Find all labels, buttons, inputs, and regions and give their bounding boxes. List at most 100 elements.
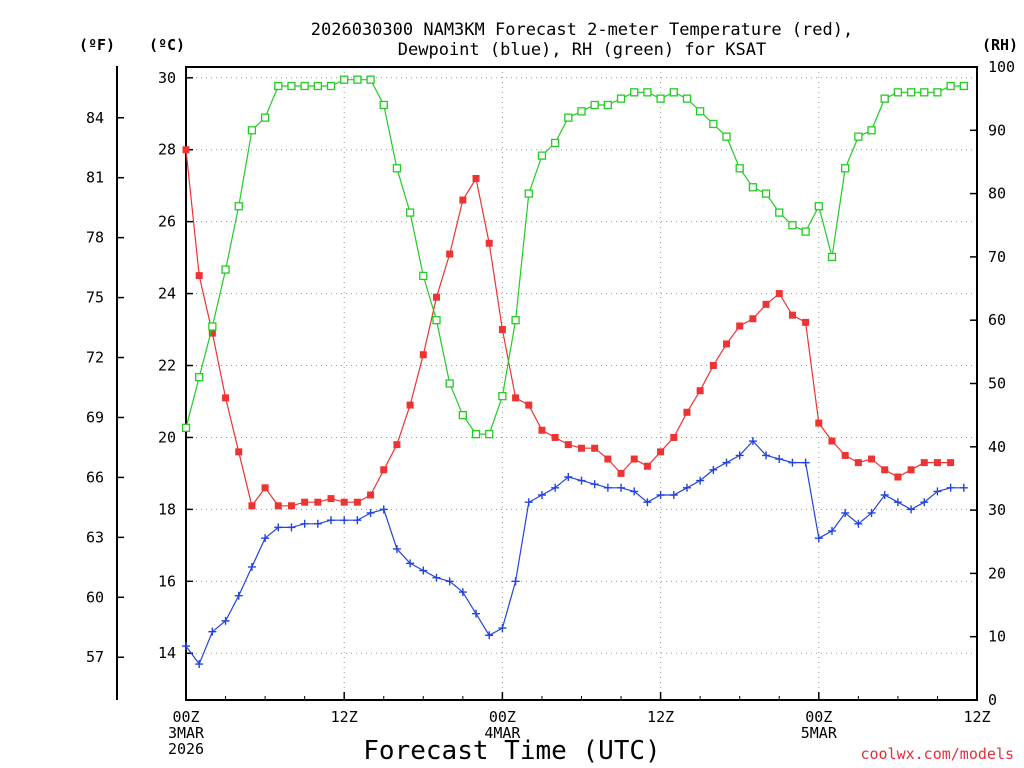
temperature-point [815, 419, 823, 427]
time-tick-label: 3MAR [168, 724, 205, 742]
dewpoint-point [920, 498, 929, 507]
rh-tick-label: 20 [988, 564, 1006, 582]
dewpoint-point [880, 490, 889, 499]
temperature-point [512, 394, 520, 402]
temperature-point [538, 426, 546, 434]
rh-point [893, 88, 903, 97]
temperature-point [301, 498, 309, 506]
temperature-point [235, 448, 243, 456]
rh-point [709, 119, 718, 129]
rh-point [669, 88, 678, 97]
rh-point [630, 88, 639, 97]
rh-point [748, 183, 758, 192]
rh-point [366, 75, 375, 84]
rh-tick-label: 90 [988, 121, 1006, 139]
celsius-tick-label: 18 [158, 500, 176, 518]
rh-point [906, 88, 916, 97]
fahrenheit-axis-unit: (ºF) [79, 36, 115, 54]
rh-point [195, 373, 204, 382]
dewpoint-point [893, 498, 902, 507]
data-series [181, 75, 968, 669]
fahrenheit-tick-label: 60 [86, 588, 104, 606]
celsius-tick-label: 16 [158, 572, 176, 590]
rh-tick-label: 40 [988, 438, 1006, 456]
fahrenheit-tick-label: 66 [86, 468, 104, 486]
rh-point [564, 113, 573, 122]
rh-point [432, 316, 441, 325]
temperature-point [933, 459, 941, 467]
rh-point [419, 271, 428, 281]
dewpoint-point [814, 534, 823, 543]
temperature-point [736, 322, 744, 330]
rh-point [854, 132, 863, 141]
celsius-tick-label: 28 [158, 141, 176, 159]
temperature-point [762, 300, 770, 308]
dewpoint-point [221, 616, 230, 625]
dewpoint-point [669, 490, 678, 499]
fahrenheit-tick-label: 84 [86, 109, 104, 127]
temperature-point [643, 462, 651, 470]
dewpoint-point [564, 473, 573, 482]
dewpoint-point [696, 476, 705, 485]
fahrenheit-tick-label: 57 [86, 648, 104, 666]
rh-point [550, 138, 560, 148]
rh-point [498, 392, 507, 401]
dewpoint-point [762, 451, 771, 460]
dewpoint-point [709, 465, 718, 474]
fahrenheit-tick-label: 78 [86, 229, 104, 247]
dewpoint-point [577, 476, 586, 485]
dewpoint-point [590, 480, 599, 489]
celsius-tick-label: 20 [158, 428, 176, 446]
temperature-point [327, 495, 335, 503]
fahrenheit-tick-label: 69 [86, 408, 104, 426]
time-tick-label: 00Z [489, 708, 516, 726]
rh-point [933, 88, 942, 97]
dewpoint-point [854, 519, 863, 528]
rh-point [775, 208, 784, 217]
temperature-point [551, 433, 559, 441]
rh-point [353, 75, 362, 84]
rh-point [471, 429, 481, 439]
rh-point [300, 81, 309, 91]
temperature-line [185, 149, 951, 508]
rh-point [577, 107, 586, 116]
rh-tick-label: 50 [988, 375, 1006, 393]
dewpoint-point [274, 523, 283, 532]
dewpoint-point [379, 505, 388, 514]
temperature-point [446, 250, 454, 258]
rh-point [234, 202, 243, 211]
rh-point [880, 94, 889, 103]
rh-tick-label: 0 [988, 691, 997, 709]
temperature-point [182, 146, 190, 154]
fahrenheit-tick-label: 75 [86, 289, 104, 307]
temperature-point [591, 444, 599, 452]
temperature-point [367, 491, 375, 499]
dewpoint-point [392, 544, 401, 553]
dewpoint-point [432, 573, 441, 582]
dewpoint-point [458, 588, 467, 597]
temperature-point [459, 196, 467, 204]
rh-point [643, 88, 652, 97]
temperature-point [749, 315, 757, 323]
temperature-point [340, 498, 348, 506]
temperature-point [432, 293, 440, 301]
dewpoint-point [287, 523, 296, 532]
time-tick-label: 12Z [331, 708, 358, 726]
rh-point [313, 81, 322, 91]
dewpoint-point [537, 490, 546, 499]
temperature-point [287, 502, 295, 510]
rh-point [603, 100, 613, 110]
temperature-point [498, 326, 506, 334]
celsius-tick-label: 26 [158, 213, 176, 231]
dewpoint-point [234, 591, 243, 600]
axis-ticks: 1416182022242628305760636669727578818401… [86, 58, 1015, 758]
rh-point [616, 94, 626, 103]
rh-point [511, 316, 520, 325]
rh-line [185, 79, 964, 435]
fahrenheit-tick-label: 72 [86, 349, 104, 367]
dewpoint-point [907, 505, 916, 514]
dewpoint-point [472, 609, 481, 618]
temperature-point [723, 340, 731, 348]
temperature-point [630, 455, 638, 463]
